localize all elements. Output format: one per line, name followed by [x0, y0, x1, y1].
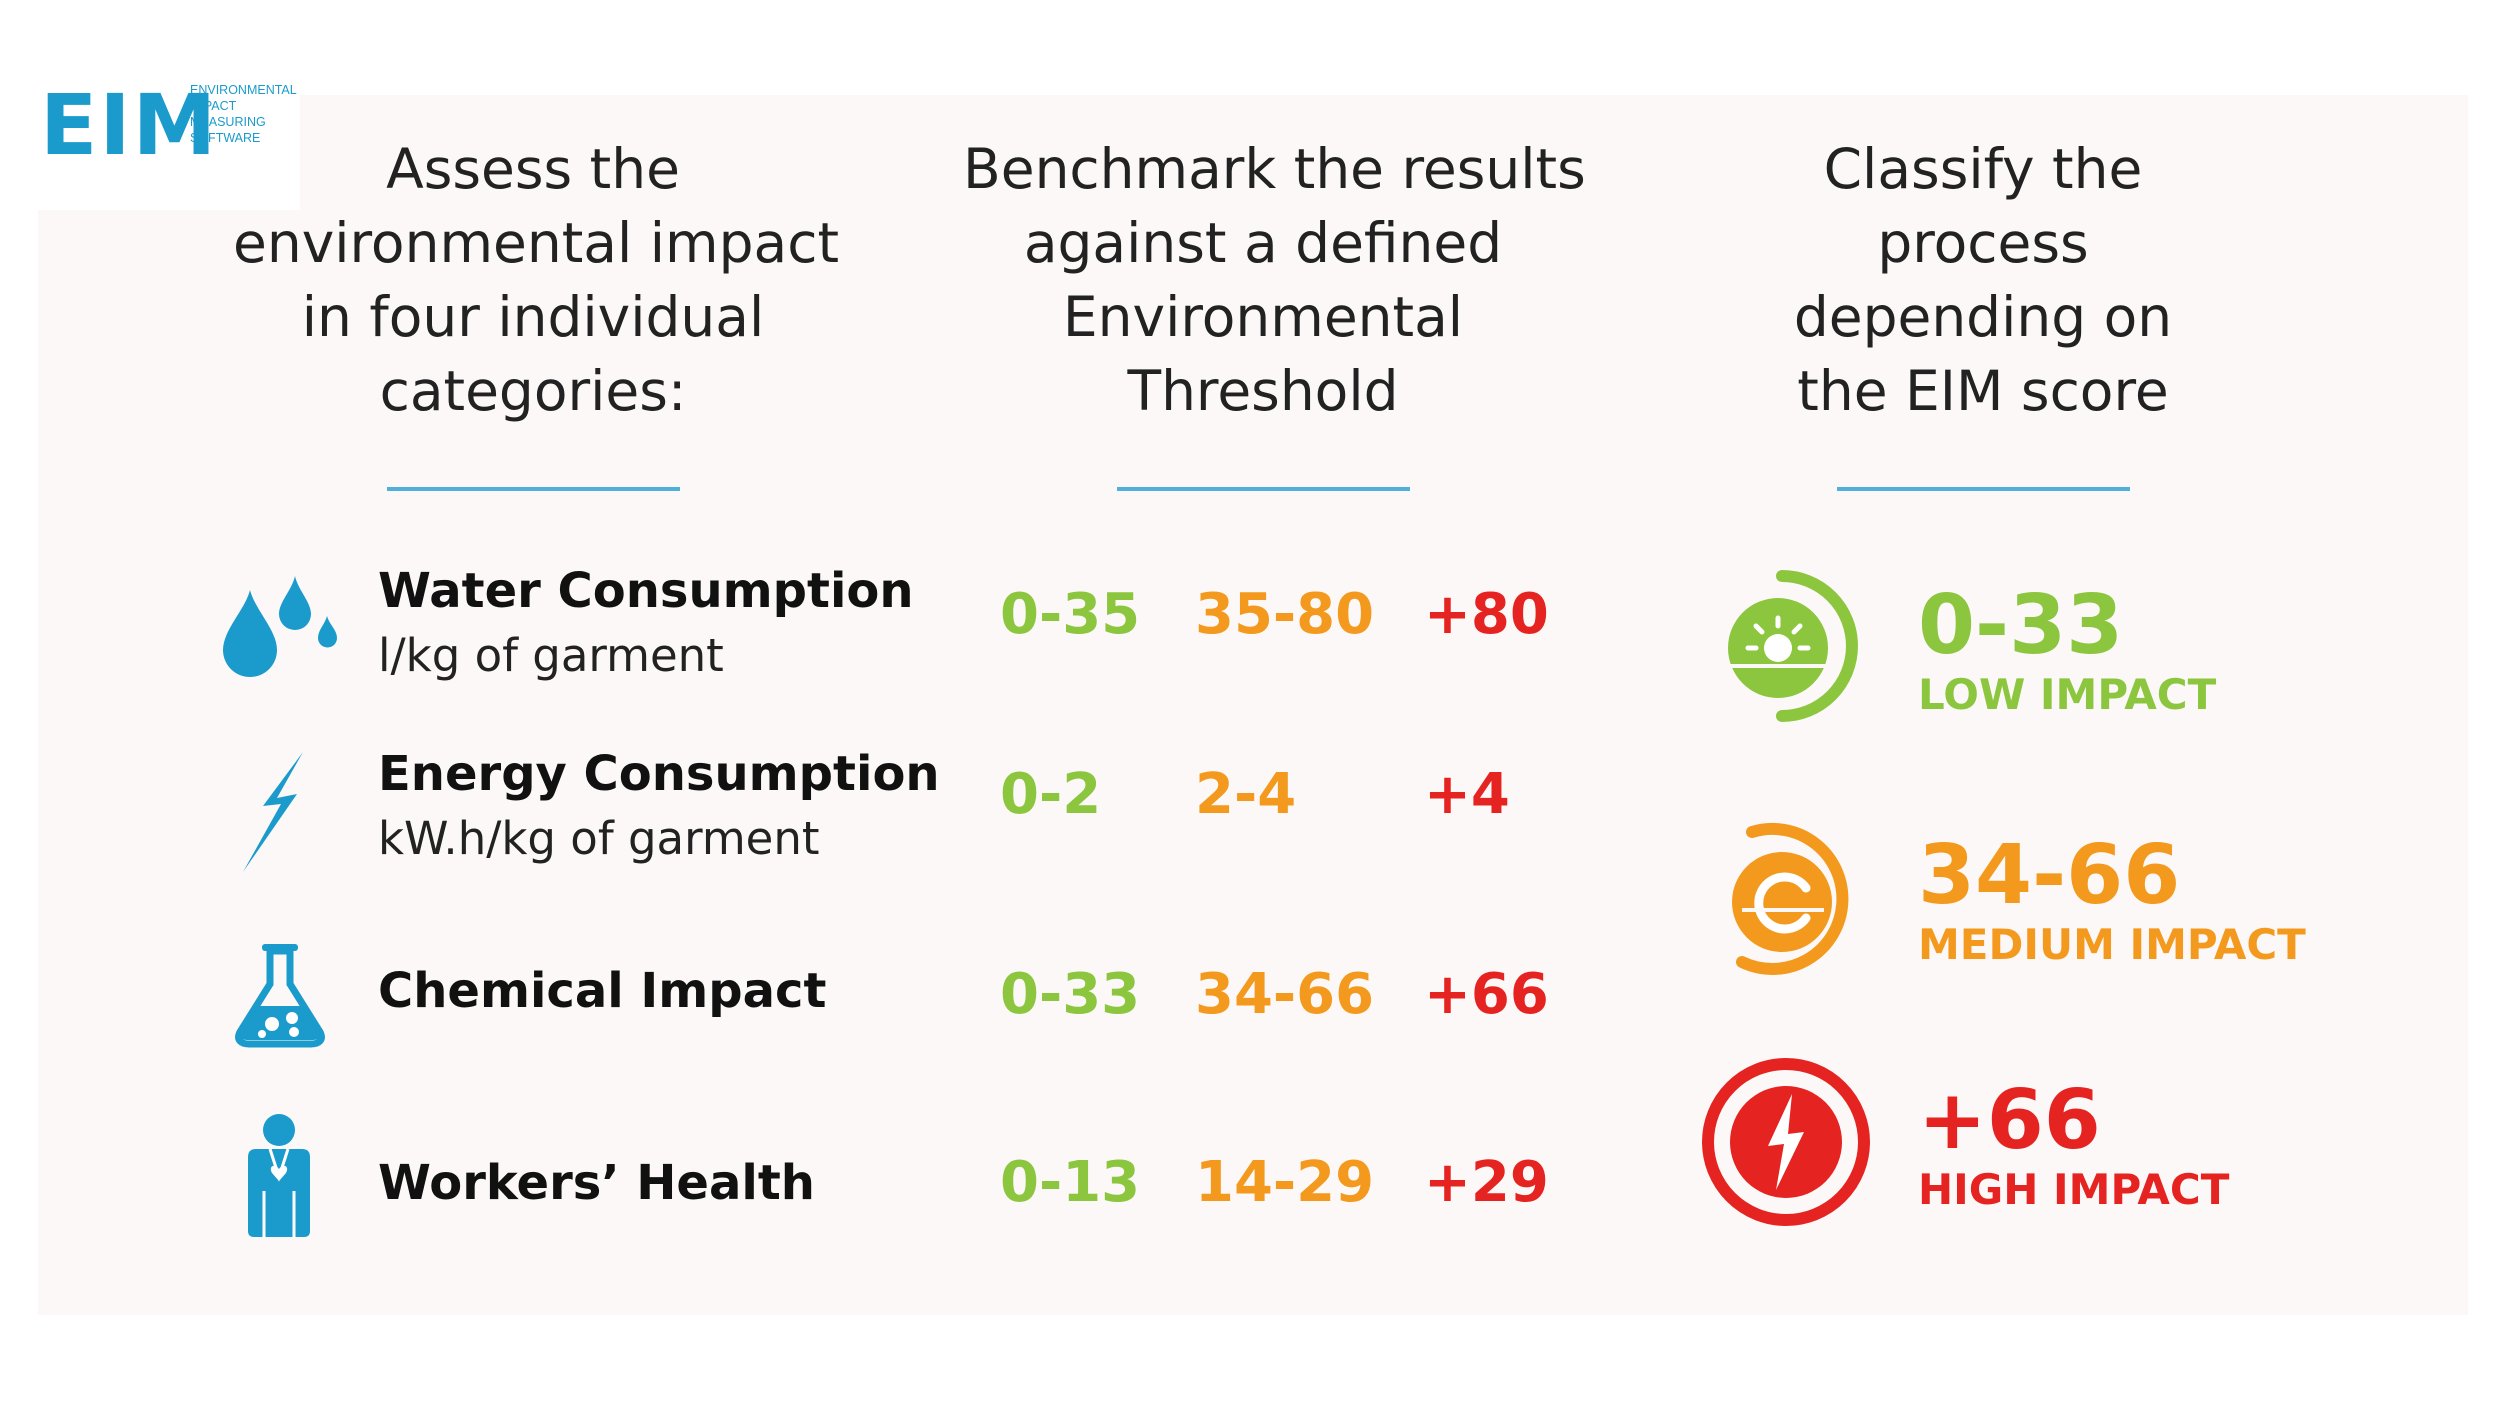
impact-label-medium: MEDIUM IMPACT — [1918, 920, 2306, 969]
threshold-high: +29 — [1424, 1150, 1549, 1215]
low-impact-gauge-icon — [1728, 570, 1858, 722]
logo: EIM ENVIRONMENTAL IMPACT MEASURING SOFTW… — [0, 0, 300, 210]
impact-label-low: LOW IMPACT — [1918, 670, 2217, 719]
threshold-high: +66 — [1424, 962, 1549, 1027]
logo-wordmark: ENVIRONMENTAL IMPACT MEASURING SOFTWARE — [190, 83, 297, 145]
category-workers-health: Workers’ Health — [378, 1155, 815, 1211]
medium-impact-gauge-icon — [1732, 822, 1849, 975]
threshold-high: +80 — [1424, 582, 1549, 647]
threshold-medium: 35-80 — [1195, 582, 1375, 647]
category-energy: Energy Consumption kW.h/kg of garment — [378, 746, 940, 865]
category-chemical: Chemical Impact — [378, 963, 826, 1019]
worker-icon — [248, 1114, 310, 1237]
threshold-medium: 2-4 — [1195, 762, 1297, 827]
divider-classify — [1837, 487, 2130, 491]
threshold-high: +4 — [1424, 762, 1510, 827]
logo-mark: EIM — [40, 76, 219, 174]
category-unit: l/kg of garment — [378, 629, 724, 682]
content-panel — [38, 95, 2468, 1315]
category-name: Workers’ Health — [378, 1155, 815, 1211]
category-unit: kW.h/kg of garment — [378, 812, 820, 865]
heading-assess: Assess the environmental impact in four … — [233, 137, 840, 423]
divider-benchmark — [1117, 487, 1410, 491]
category-name: Chemical Impact — [378, 963, 827, 1019]
heading-classify: Classify the process depending on the EI… — [1793, 137, 2173, 423]
threshold-medium: 14-29 — [1195, 1150, 1375, 1215]
score-high: +66 — [1918, 1073, 2101, 1168]
score-medium: 34-66 — [1918, 828, 2181, 923]
threshold-low: 0-33 — [1000, 962, 1141, 1027]
divider-assess — [387, 487, 680, 491]
threshold-low: 0-2 — [1000, 762, 1102, 827]
category-name: Water Consumption — [378, 563, 914, 619]
threshold-low: 0-13 — [1000, 1150, 1141, 1215]
water-drops-icon — [223, 576, 337, 677]
threshold-medium: 34-66 — [1195, 962, 1375, 1027]
impact-label-high: HIGH IMPACT — [1918, 1165, 2230, 1214]
heading-benchmark: Benchmark the results against a defined … — [963, 137, 1586, 423]
score-low: 0-33 — [1918, 578, 2124, 673]
threshold-low: 0-35 — [1000, 582, 1141, 647]
high-impact-gauge-icon — [1702, 1058, 1870, 1226]
flask-icon — [235, 944, 325, 1048]
lightning-icon — [243, 752, 303, 872]
category-name: Energy Consumption — [378, 746, 940, 802]
category-water: Water Consumption l/kg of garment — [378, 563, 914, 682]
